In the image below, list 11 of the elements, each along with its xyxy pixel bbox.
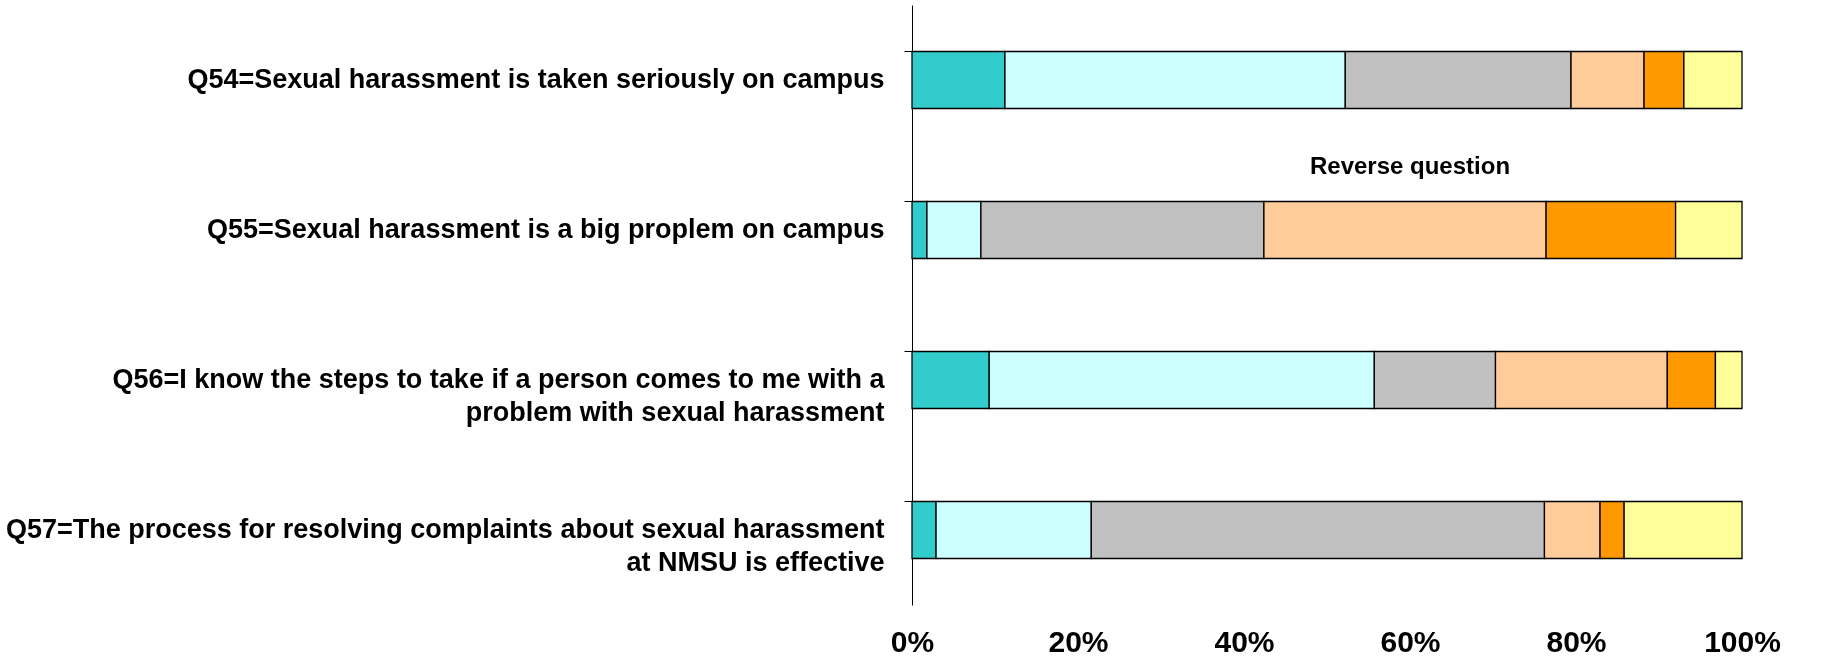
y-tick-label: Q55=Sexual harassment is a big proplem on campus	[207, 214, 885, 244]
y-tick-label: Q56=I know the steps to take if a person comes to me with a problem with sexual harassment	[112, 364, 886, 427]
x-tick-label: 0%	[890, 624, 935, 658]
x-tick-label: 100%	[1704, 624, 1781, 658]
x-tick-label: 80%	[1546, 624, 1607, 658]
x-tick-label: 20%	[1048, 624, 1109, 658]
x-tick-label: 60%	[1380, 624, 1441, 658]
y-tick-label: Q57=The process for resolving complaints about sexual harassment at NMSU is effective	[5, 514, 885, 577]
x-tick-label: 40%	[1214, 624, 1275, 658]
annotation: Reverse question	[1309, 152, 1511, 179]
y-tick-label: Q54=Sexual harassment is taken seriously on campus	[187, 64, 885, 94]
